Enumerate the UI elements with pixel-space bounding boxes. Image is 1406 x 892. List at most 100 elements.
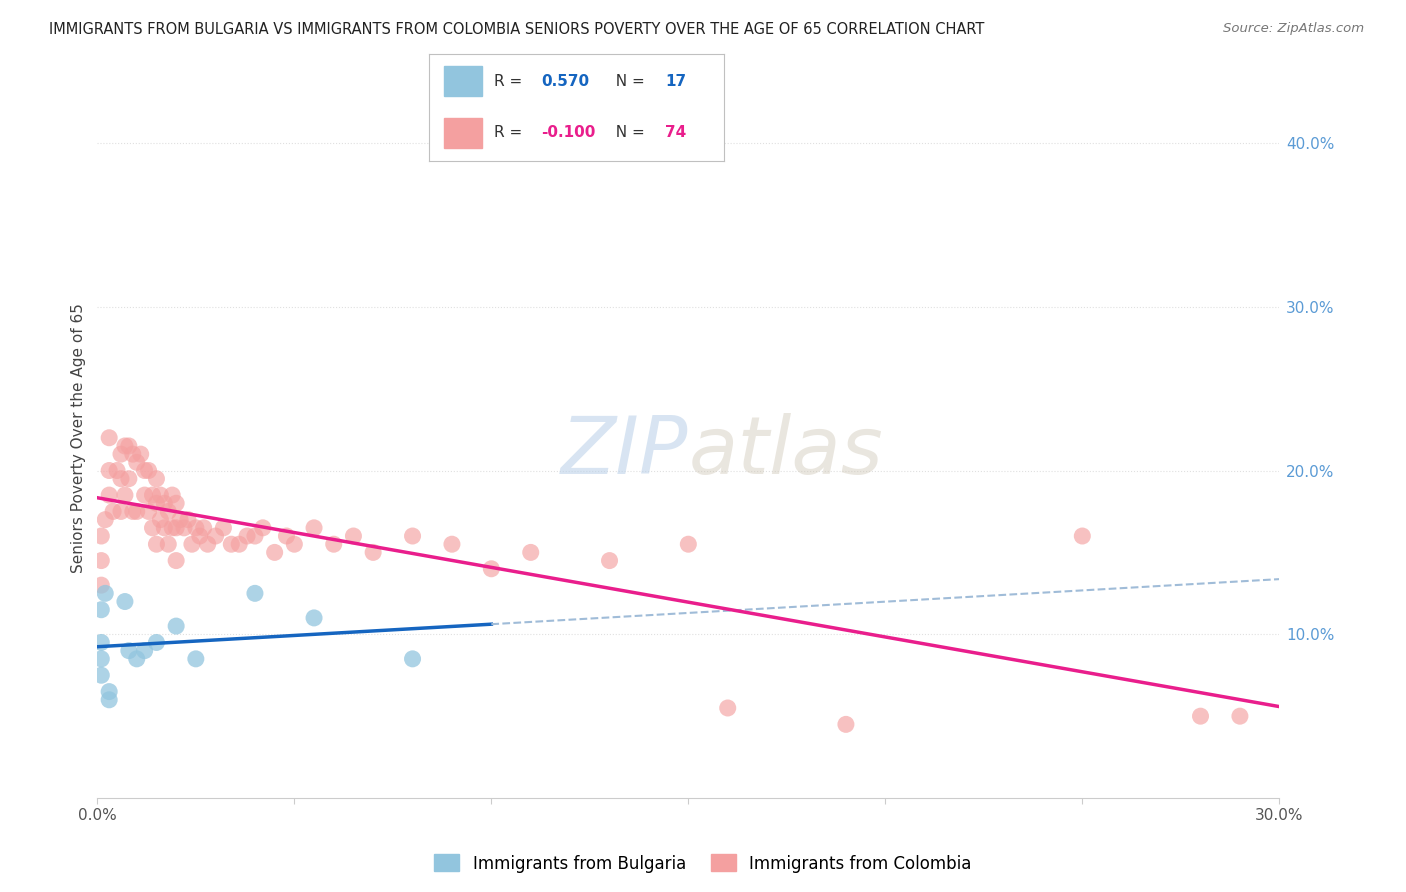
- Point: [165, 619, 187, 633]
- Point: [125, 652, 148, 666]
- Point: [188, 529, 211, 543]
- Point: [157, 537, 180, 551]
- Point: [98, 488, 121, 502]
- Text: IMMIGRANTS FROM BULGARIA VS IMMIGRANTS FROM COLOMBIA SENIORS POVERTY OVER THE AG: IMMIGRANTS FROM BULGARIA VS IMMIGRANTS F…: [49, 22, 984, 37]
- Point: [228, 537, 250, 551]
- Point: [717, 701, 740, 715]
- Point: [114, 439, 136, 453]
- Point: [212, 521, 235, 535]
- Point: [121, 447, 143, 461]
- Text: N =: N =: [606, 125, 650, 140]
- Point: [153, 521, 176, 535]
- Point: [165, 553, 187, 567]
- Point: [165, 496, 187, 510]
- Point: [197, 537, 219, 551]
- Point: [177, 513, 200, 527]
- Point: [101, 504, 124, 518]
- Point: [342, 529, 364, 543]
- Point: [157, 504, 180, 518]
- Point: [678, 537, 700, 551]
- Point: [236, 529, 259, 543]
- Text: N =: N =: [606, 74, 650, 89]
- Bar: [444, 66, 482, 96]
- Point: [125, 504, 148, 518]
- Point: [440, 537, 463, 551]
- Point: [302, 521, 325, 535]
- Point: [1229, 709, 1251, 723]
- Point: [98, 463, 121, 477]
- Point: [302, 611, 325, 625]
- Point: [125, 455, 148, 469]
- Point: [519, 545, 541, 559]
- Point: [90, 578, 112, 592]
- Point: [322, 537, 344, 551]
- Point: [479, 562, 502, 576]
- Point: [134, 463, 156, 477]
- Point: [90, 603, 112, 617]
- Point: [121, 504, 143, 518]
- Point: [114, 594, 136, 608]
- Point: [94, 513, 117, 527]
- Point: [141, 488, 163, 502]
- Point: [129, 447, 152, 461]
- Point: [98, 693, 121, 707]
- Point: [98, 431, 121, 445]
- Point: [149, 488, 172, 502]
- Point: [283, 537, 305, 551]
- Point: [90, 652, 112, 666]
- Point: [149, 513, 172, 527]
- Text: atlas: atlas: [689, 413, 883, 491]
- Point: [204, 529, 226, 543]
- Point: [1189, 709, 1212, 723]
- Point: [90, 635, 112, 649]
- Point: [98, 684, 121, 698]
- Point: [90, 553, 112, 567]
- Text: 17: 17: [665, 74, 686, 89]
- Point: [118, 472, 141, 486]
- Point: [243, 529, 266, 543]
- Point: [145, 537, 167, 551]
- Text: ZIP: ZIP: [561, 413, 689, 491]
- Point: [105, 463, 128, 477]
- Point: [110, 504, 132, 518]
- Point: [221, 537, 243, 551]
- Point: [180, 537, 202, 551]
- Point: [160, 521, 183, 535]
- Point: [401, 652, 423, 666]
- Point: [145, 635, 167, 649]
- Y-axis label: Seniors Poverty Over the Age of 65: Seniors Poverty Over the Age of 65: [72, 302, 86, 573]
- Point: [90, 668, 112, 682]
- Point: [243, 586, 266, 600]
- Point: [114, 488, 136, 502]
- Point: [90, 529, 112, 543]
- Point: [110, 472, 132, 486]
- Point: [110, 447, 132, 461]
- Point: [145, 496, 167, 510]
- Point: [263, 545, 285, 559]
- Point: [138, 463, 160, 477]
- Legend: Immigrants from Bulgaria, Immigrants from Colombia: Immigrants from Bulgaria, Immigrants fro…: [427, 847, 979, 880]
- Point: [401, 529, 423, 543]
- Bar: [444, 118, 482, 148]
- Point: [252, 521, 274, 535]
- Text: -0.100: -0.100: [541, 125, 595, 140]
- Text: 74: 74: [665, 125, 686, 140]
- Text: R =: R =: [494, 74, 527, 89]
- Point: [173, 521, 195, 535]
- Text: 0.570: 0.570: [541, 74, 589, 89]
- Text: Source: ZipAtlas.com: Source: ZipAtlas.com: [1223, 22, 1364, 36]
- Point: [276, 529, 298, 543]
- Point: [193, 521, 215, 535]
- Point: [118, 643, 141, 657]
- Point: [138, 504, 160, 518]
- Point: [165, 521, 187, 535]
- Point: [145, 472, 167, 486]
- Point: [1071, 529, 1094, 543]
- Point: [184, 521, 207, 535]
- Point: [134, 643, 156, 657]
- Point: [169, 513, 191, 527]
- Point: [160, 488, 183, 502]
- Point: [361, 545, 384, 559]
- Point: [118, 439, 141, 453]
- Point: [141, 521, 163, 535]
